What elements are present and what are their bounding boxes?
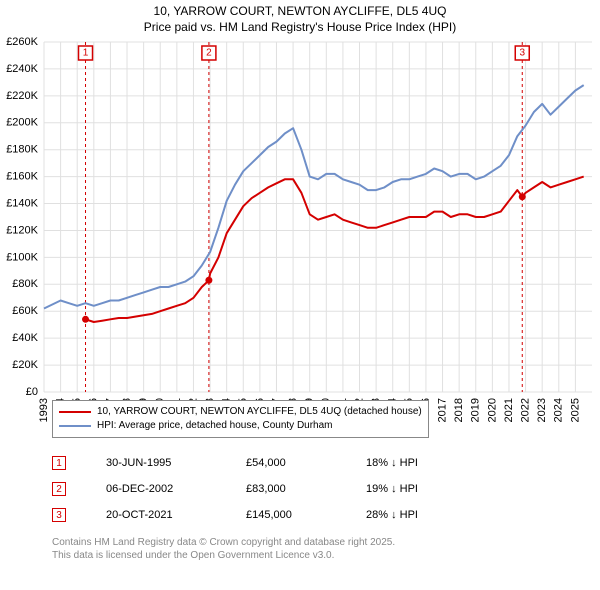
x-tick-label: 2020: [486, 398, 498, 422]
legend-row: HPI: Average price, detached house, Coun…: [59, 419, 422, 433]
event-vs-hpi: 28% ↓ HPI: [366, 509, 418, 521]
title-line-1: 10, YARROW COURT, NEWTON AYCLIFFE, DL5 4…: [0, 4, 600, 20]
hpi-series: [44, 85, 584, 308]
x-tick-label: 2021: [503, 398, 515, 422]
event-date: 30-JUN-1995: [106, 457, 206, 469]
footer-line-1: Contains HM Land Registry data © Crown c…: [52, 536, 395, 549]
y-tick-label: £140K: [6, 197, 38, 209]
event-date: 06-DEC-2002: [106, 483, 206, 495]
legend-swatch: [59, 425, 91, 427]
y-tick-label: £40K: [12, 332, 38, 344]
y-tick-label: £260K: [6, 36, 38, 48]
event-marker-number: 1: [83, 48, 89, 59]
event-row: 2 06-DEC-2002 £83,000 19% ↓ HPI: [52, 476, 418, 502]
event-marker-number: 2: [206, 48, 212, 59]
event-vs-hpi: 19% ↓ HPI: [366, 483, 418, 495]
y-tick-label: £80K: [12, 278, 38, 290]
event-row-marker: 2: [52, 482, 66, 496]
chart-plot-area: £0£20K£40K£60K£80K£100K£120K£140K£160K£1…: [44, 42, 592, 392]
y-tick-label: £20K: [12, 359, 38, 371]
chart-legend: 10, YARROW COURT, NEWTON AYCLIFFE, DL5 4…: [52, 400, 429, 438]
legend-swatch: [59, 411, 91, 413]
y-tick-label: £160K: [6, 171, 38, 183]
event-price: £54,000: [246, 457, 326, 469]
title-line-2: Price paid vs. HM Land Registry's House …: [0, 20, 600, 36]
legend-row: 10, YARROW COURT, NEWTON AYCLIFFE, DL5 4…: [59, 405, 422, 419]
x-tick-label: 2025: [569, 398, 581, 422]
event-row-marker: 3: [52, 508, 66, 522]
event-row-marker: 1: [52, 456, 66, 470]
x-tick-label: 2024: [553, 398, 565, 422]
event-vs-hpi: 18% ↓ HPI: [366, 457, 418, 469]
events-table: 1 30-JUN-1995 £54,000 18% ↓ HPI 2 06-DEC-2002…: [52, 450, 418, 528]
event-marker-number: 3: [519, 48, 525, 59]
event-price: £145,000: [246, 509, 326, 521]
x-tick-label: 2017: [436, 398, 448, 422]
y-tick-label: £60K: [12, 305, 38, 317]
y-tick-label: £120K: [6, 224, 38, 236]
event-row: 1 30-JUN-1995 £54,000 18% ↓ HPI: [52, 450, 418, 476]
x-tick-label: 1993: [38, 398, 50, 422]
y-tick-label: £0: [26, 386, 38, 398]
attribution-footer: Contains HM Land Registry data © Crown c…: [52, 536, 395, 562]
event-date: 20-OCT-2021: [106, 509, 206, 521]
footer-line-2: This data is licensed under the Open Gov…: [52, 549, 395, 562]
event-price: £83,000: [246, 483, 326, 495]
chart-title: 10, YARROW COURT, NEWTON AYCLIFFE, DL5 4…: [0, 0, 600, 35]
x-tick-label: 2018: [453, 398, 465, 422]
legend-label: HPI: Average price, detached house, Coun…: [97, 419, 333, 433]
y-tick-label: £100K: [6, 251, 38, 263]
y-tick-label: £180K: [6, 144, 38, 156]
x-tick-label: 2022: [519, 398, 531, 422]
y-tick-label: £220K: [6, 90, 38, 102]
x-tick-label: 2019: [470, 398, 482, 422]
y-tick-label: £200K: [6, 117, 38, 129]
legend-label: 10, YARROW COURT, NEWTON AYCLIFFE, DL5 4…: [97, 405, 422, 419]
x-tick-label: 2023: [536, 398, 548, 422]
y-tick-label: £240K: [6, 63, 38, 75]
event-row: 3 20-OCT-2021 £145,000 28% ↓ HPI: [52, 502, 418, 528]
